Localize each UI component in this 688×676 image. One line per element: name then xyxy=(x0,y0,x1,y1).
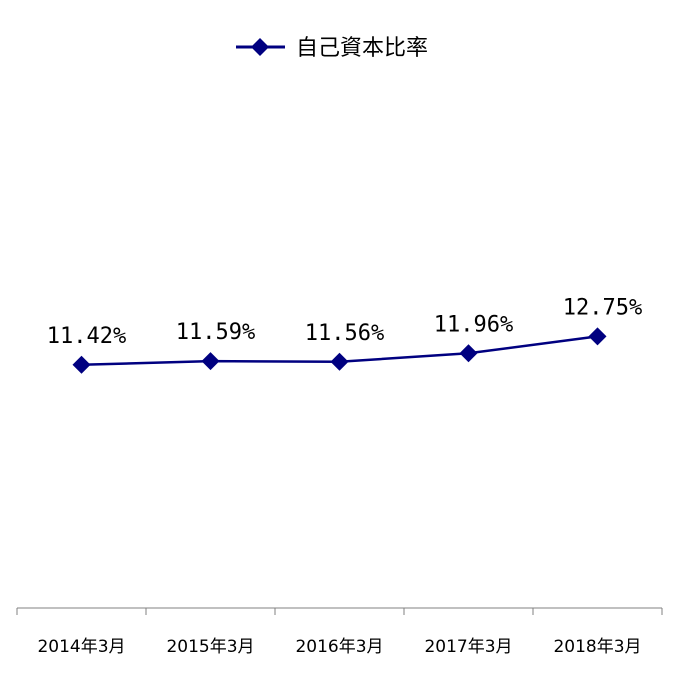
data-point-marker xyxy=(201,352,220,371)
data-labels: 11.42% 11.59% 11.56% 11.96% 12.75% xyxy=(47,295,642,348)
data-point-marker xyxy=(330,352,349,371)
data-point-marker xyxy=(72,355,91,374)
chart-legend: 自己資本比率 xyxy=(236,36,428,61)
legend-diamond-icon xyxy=(251,38,269,56)
data-label: 11.56% xyxy=(305,321,384,346)
legend-entry-label: 自己資本比率 xyxy=(296,36,428,61)
data-point-marker xyxy=(459,344,478,363)
data-label: 11.42% xyxy=(47,324,126,349)
data-point-marker xyxy=(588,327,607,346)
data-label: 11.59% xyxy=(176,320,255,345)
x-tick-label: 2017年3月 xyxy=(424,637,512,657)
x-tick-label: 2015年3月 xyxy=(166,637,254,657)
x-tick-label: 2016年3月 xyxy=(295,637,383,657)
data-label: 12.75% xyxy=(563,295,642,320)
x-tick-label: 2014年3月 xyxy=(37,637,125,657)
series-jikoshihon-hiritsu xyxy=(72,327,607,374)
data-label: 11.96% xyxy=(434,312,513,337)
x-axis: 2014年3月 2015年3月 2016年3月 2017年3月 2018年3月 xyxy=(16,607,663,657)
x-tick-label: 2018年3月 xyxy=(553,637,641,657)
